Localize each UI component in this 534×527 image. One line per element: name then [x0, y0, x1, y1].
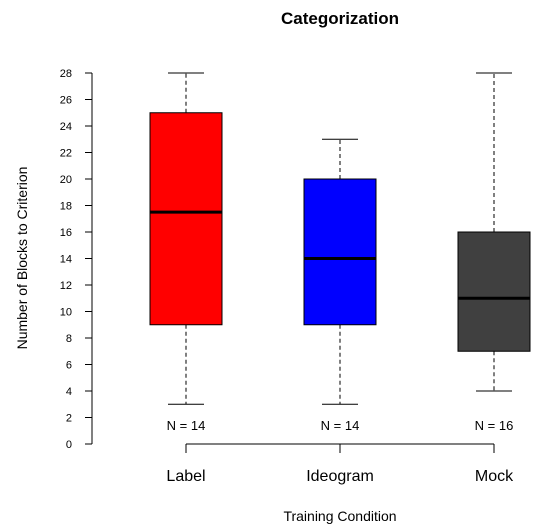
x-axis: Label Ideogram Mock: [166, 443, 514, 485]
box-label: N = 14: [149, 72, 223, 433]
y-tick-label: 14: [60, 254, 72, 266]
n-label: N = 14: [321, 418, 360, 433]
y-tick-label: 18: [60, 201, 72, 213]
x-tick-label: Mock: [475, 468, 514, 485]
y-tick-label: 12: [60, 280, 72, 292]
x-axis-label: Training Condition: [283, 508, 396, 524]
y-tick-label: 20: [60, 174, 72, 186]
y-tick-label: 2: [66, 413, 72, 425]
y-tick-label: 26: [60, 95, 72, 107]
iqr-box: [303, 178, 377, 326]
box-ideogram: N = 14: [303, 138, 377, 433]
y-tick-label: 6: [66, 360, 72, 372]
y-tick-label: 0: [66, 439, 72, 451]
iqr-box: [457, 231, 531, 352]
x-tick-label: Ideogram: [306, 468, 374, 485]
box-mock: N = 16: [457, 72, 531, 433]
n-label: N = 16: [475, 418, 514, 433]
y-tick-label: 22: [60, 148, 72, 160]
y-tick-label: 4: [66, 386, 72, 398]
x-tick-label: Label: [166, 468, 205, 485]
iqr-box: [149, 112, 223, 326]
y-axis-label: Number of Blocks to Criterion: [14, 167, 30, 350]
chart-title: Categorization: [281, 9, 399, 28]
y-tick-label: 28: [60, 68, 72, 80]
n-label: N = 14: [167, 418, 206, 433]
y-tick-label: 16: [60, 227, 72, 239]
y-tick-label: 24: [60, 121, 72, 133]
y-tick-label: 8: [66, 333, 72, 345]
boxes-group: N = 14 N = 14 N = 16: [149, 72, 531, 433]
y-tick-label: 10: [60, 307, 72, 319]
